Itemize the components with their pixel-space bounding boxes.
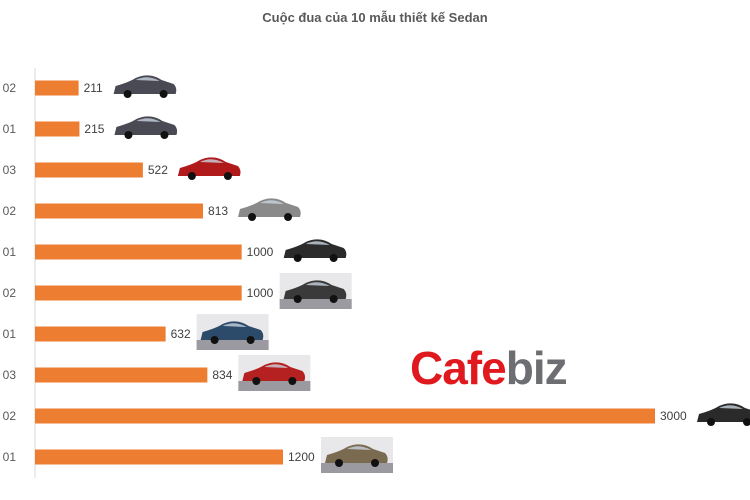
category-label: 02 (3, 286, 17, 300)
value-label: 834 (212, 368, 232, 382)
category-label: 01 (3, 327, 17, 341)
category-label: 01 (3, 245, 17, 259)
value-label: 1200 (288, 450, 315, 464)
value-label: 1000 (247, 286, 274, 300)
car-image (283, 239, 347, 262)
value-label: 522 (148, 163, 168, 177)
logo-text-biz: biz (505, 342, 568, 394)
bar (35, 203, 204, 219)
car-image (697, 403, 750, 426)
bar (35, 244, 242, 260)
bar (35, 80, 79, 96)
car-image (238, 198, 301, 221)
bar (35, 162, 143, 178)
value-label: 211 (84, 81, 103, 95)
chart-title: Cuộc đua của 10 mẫu thiết kế Sedan (262, 10, 488, 25)
cafebiz-logo: Cafebiz (410, 342, 568, 394)
car-image (279, 273, 352, 309)
value-label: 813 (208, 204, 228, 218)
logo-text-cafe: Cafe (410, 342, 507, 394)
category-label: 02 (3, 81, 17, 95)
value-label: 215 (84, 122, 104, 136)
category-label: 03 (3, 368, 17, 382)
car-image (196, 314, 269, 350)
category-label: 02 (3, 204, 17, 218)
car-image (177, 157, 241, 180)
car-image (321, 437, 393, 473)
bar (35, 367, 208, 383)
bar (35, 408, 655, 424)
bar (35, 121, 80, 137)
car-image (114, 116, 178, 139)
category-label: 01 (3, 450, 17, 464)
category-label: 02 (3, 409, 17, 423)
car-image (113, 75, 177, 98)
category-label: 03 (3, 163, 17, 177)
value-label: 3000 (660, 409, 687, 423)
bar (35, 326, 166, 342)
value-label: 1000 (247, 245, 274, 259)
category-label: 01 (3, 122, 17, 136)
value-label: 632 (171, 327, 191, 341)
bar (35, 285, 242, 301)
bar (35, 449, 283, 465)
car-image (238, 355, 311, 391)
